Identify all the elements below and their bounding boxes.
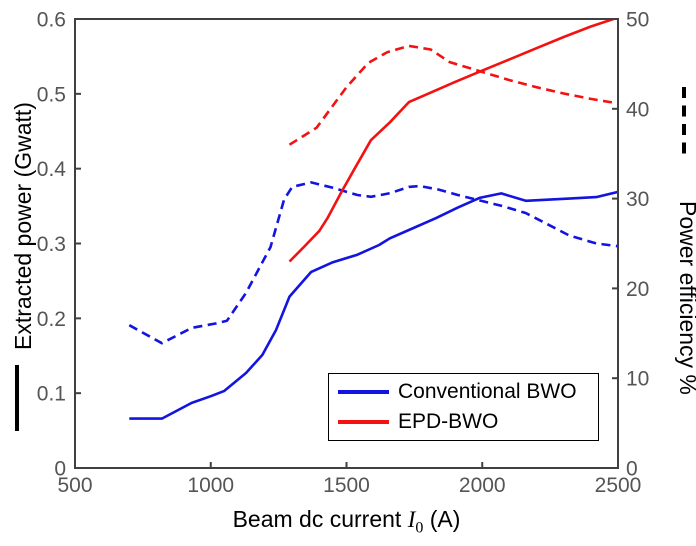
epd-bwo-efficiency-line <box>288 44 618 146</box>
legend-item-epd-bwo: EPD-BWO <box>329 410 598 434</box>
legend-line-red-icon <box>338 419 389 425</box>
legend-item-conventional-bwo: Conventional BWO <box>329 380 598 404</box>
right-y-tick-label: 0 <box>626 458 638 481</box>
x-axis-label-subscript: 0 <box>415 519 424 537</box>
x-axis-label-symbol: I <box>407 507 416 532</box>
left-y-tick-label: 0.4 <box>37 158 67 181</box>
left-y-tick-label: 0.2 <box>37 308 66 331</box>
left-y-tick-label: 0.6 <box>37 9 66 32</box>
x-tick-label: 2000 <box>459 474 506 497</box>
left-y-axis-label: Extracted power (Gwatt) <box>10 102 36 350</box>
epd-bwo-power-line <box>288 19 618 263</box>
left-y-tick-label: 0.3 <box>37 233 66 256</box>
left-y-tick-label: 0.5 <box>37 83 66 106</box>
x-tick-label: 500 <box>57 474 92 497</box>
right-y-tick-label: 10 <box>626 368 649 391</box>
right-y-tick-label: 40 <box>626 98 649 121</box>
right-y-tick-label: 30 <box>626 188 649 211</box>
right-y-tick-label: 50 <box>626 9 649 32</box>
right-y-axis-label: Power efficiency % <box>675 201 696 395</box>
x-tick-label: 1500 <box>323 474 370 497</box>
dashed-line-key-icon <box>682 87 686 159</box>
left-y-tick-label: 0.1 <box>37 383 66 406</box>
left-y-tick-label: 0 <box>54 458 66 481</box>
series-group <box>128 19 618 420</box>
x-axis-label-prefix: Beam dc current <box>232 506 408 532</box>
x-axis-label-suffix: (A) <box>423 506 461 532</box>
solid-line-key-icon <box>15 365 19 431</box>
legend-label: EPD-BWO <box>398 410 499 433</box>
legend: Conventional BWO EPD-BWO <box>328 373 599 441</box>
legend-label: Conventional BWO <box>398 380 577 403</box>
x-axis-label: Beam dc current I0 (A) <box>75 506 618 542</box>
conventional-bwo-efficiency-line <box>128 181 618 345</box>
right-y-axis-label-text: Power efficiency % <box>675 201 696 395</box>
right-y-tick-label: 20 <box>626 278 649 301</box>
conventional-bwo-power-line <box>129 190 618 420</box>
x-tick-label: 2500 <box>595 474 642 497</box>
left-y-axis-label-text: Extracted power (Gwatt) <box>10 102 36 350</box>
x-tick-label: 1000 <box>187 474 234 497</box>
legend-line-blue-icon <box>338 389 389 395</box>
